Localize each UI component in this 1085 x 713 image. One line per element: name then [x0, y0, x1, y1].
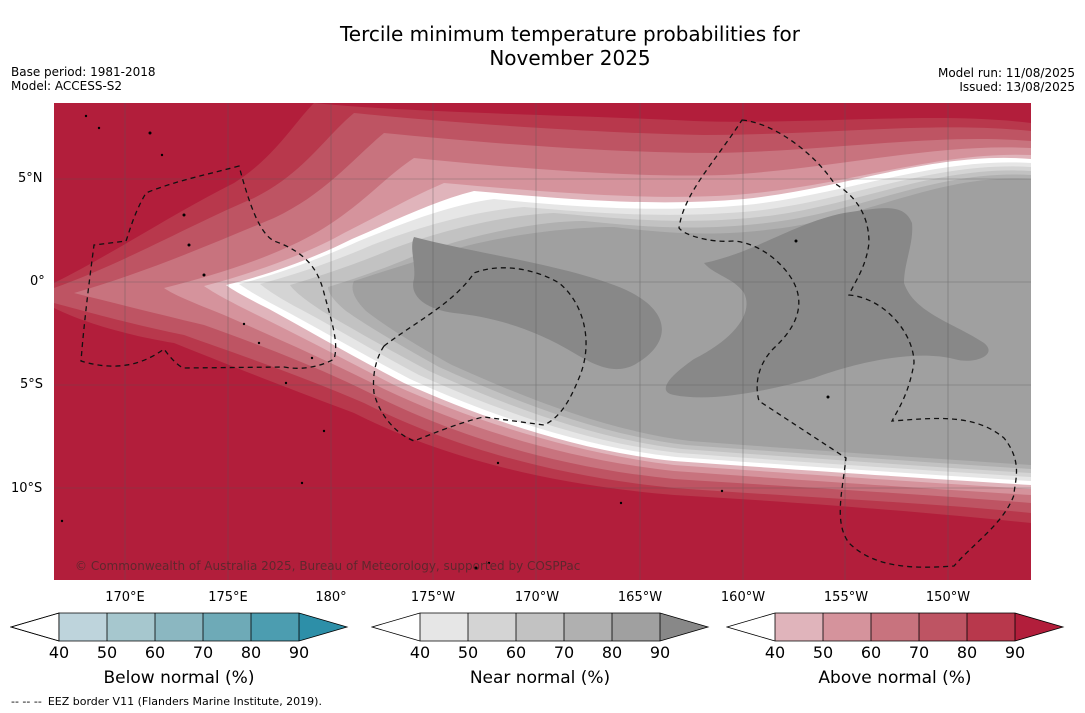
- footer-note: -- -- -- EEZ border V11 (Flanders Marine …: [11, 695, 328, 708]
- colorbar-above-max-arrow: [1015, 613, 1063, 641]
- model-run: Model run: 11/08/2025: [937, 66, 1075, 80]
- colorbar-above-50-60: [823, 613, 871, 641]
- colorbar-below-40-50: [59, 613, 107, 641]
- colorbar-near-40-50: [420, 613, 468, 641]
- colorbar-below-title: Below normal (%): [103, 668, 255, 688]
- colorbar-near: [371, 612, 710, 642]
- eez-source-text: EEZ border V11 (Flanders Marine Institut…: [47, 695, 322, 708]
- lat-label-0: 0°: [30, 274, 45, 289]
- tick-label: 90: [1004, 643, 1026, 662]
- title-line-1: Tercile minimum temperature probabilitie…: [339, 22, 801, 46]
- colorbar-near-70-80: [564, 613, 612, 641]
- tick-label: 50: [812, 643, 834, 662]
- colorbar-near-50-60: [468, 613, 516, 641]
- title-line-2: November 2025: [489, 46, 651, 70]
- lat-label-5n: 5°N: [18, 171, 43, 186]
- tick-label: 50: [457, 643, 479, 662]
- tick-label: 40: [764, 643, 786, 662]
- meta-right: Model run: 11/08/2025 Issued: 13/08/2025: [938, 66, 1075, 94]
- lon-label-155w: 155°W: [823, 590, 869, 605]
- colorbar-below-max-arrow: [299, 613, 347, 641]
- colorbar-below-60-70: [155, 613, 203, 641]
- meta-left: Base period: 1981-2018 Model: ACCESS-S2: [11, 65, 156, 93]
- lat-label-5s: 5°S: [20, 377, 44, 392]
- tick-label: 70: [553, 643, 575, 662]
- tick-label: 80: [956, 643, 978, 662]
- base-period: Base period: 1981-2018: [11, 65, 156, 79]
- tick-label: 60: [505, 643, 527, 662]
- lon-label-180: 180°: [315, 590, 347, 605]
- tick-label: 50: [96, 643, 118, 662]
- colorbar-above-70-80: [919, 613, 967, 641]
- colorbar-below-min-arrow: [10, 612, 60, 642]
- colorbar-near-max-arrow: [660, 613, 708, 641]
- lon-label-150w: 150°W: [925, 590, 971, 605]
- lon-label-165w: 165°W: [617, 590, 663, 605]
- colorbar-above-40-50: [775, 613, 823, 641]
- colorbar-above-80-90: [967, 613, 1015, 641]
- tick-label: 80: [601, 643, 623, 662]
- tick-label: 60: [860, 643, 882, 662]
- tick-label: 60: [144, 643, 166, 662]
- colorbar-below-80-90: [251, 613, 299, 641]
- colorbar-near-60-70: [516, 613, 564, 641]
- eez-borders: [80, 119, 1018, 568]
- tick-label: 70: [192, 643, 214, 662]
- colorbar-below-70-80: [203, 613, 251, 641]
- tick-label: 40: [48, 643, 70, 662]
- eez-line-symbol: -- -- --: [11, 695, 42, 708]
- chart-title: Tercile minimum temperature probabilitie…: [270, 22, 870, 70]
- colorbar-below-50-60: [107, 613, 155, 641]
- map-graticule: [54, 103, 1031, 580]
- colorbar-near-title: Near normal (%): [469, 668, 611, 688]
- tick-label: 70: [908, 643, 930, 662]
- tick-label: 90: [649, 643, 671, 662]
- lon-label-160w: 160°W: [720, 590, 766, 605]
- colorbar-near-min-arrow: [372, 613, 420, 641]
- lon-label-175e: 175°E: [208, 590, 248, 605]
- coastline-dots: [60, 114, 830, 570]
- probability-map: © Commonwealth of Australia 2025, Bureau…: [54, 103, 1031, 580]
- colorbar-near-80-90: [612, 613, 660, 641]
- colorbar-above-title: Above normal (%): [818, 668, 972, 688]
- tick-label: 80: [240, 643, 262, 662]
- tick-label: 90: [288, 643, 310, 662]
- lat-label-10s: 10°S: [11, 481, 43, 496]
- tick-label: 40: [409, 643, 431, 662]
- colorbar-below: [10, 612, 349, 642]
- lon-label-170e: 170°E: [105, 590, 145, 605]
- lon-label-170w: 170°W: [514, 590, 560, 605]
- colorbar-above-60-70: [871, 613, 919, 641]
- model-name: Model: ACCESS-S2: [11, 79, 123, 93]
- lon-label-175w: 175°W: [410, 590, 456, 605]
- colorbar-above: [726, 612, 1065, 642]
- colorbar-above-min-arrow: [727, 613, 775, 641]
- issued-date: Issued: 13/08/2025: [959, 80, 1075, 94]
- map-band-near-90: [412, 208, 989, 398]
- copyright-watermark: © Commonwealth of Australia 2025, Bureau…: [75, 559, 580, 573]
